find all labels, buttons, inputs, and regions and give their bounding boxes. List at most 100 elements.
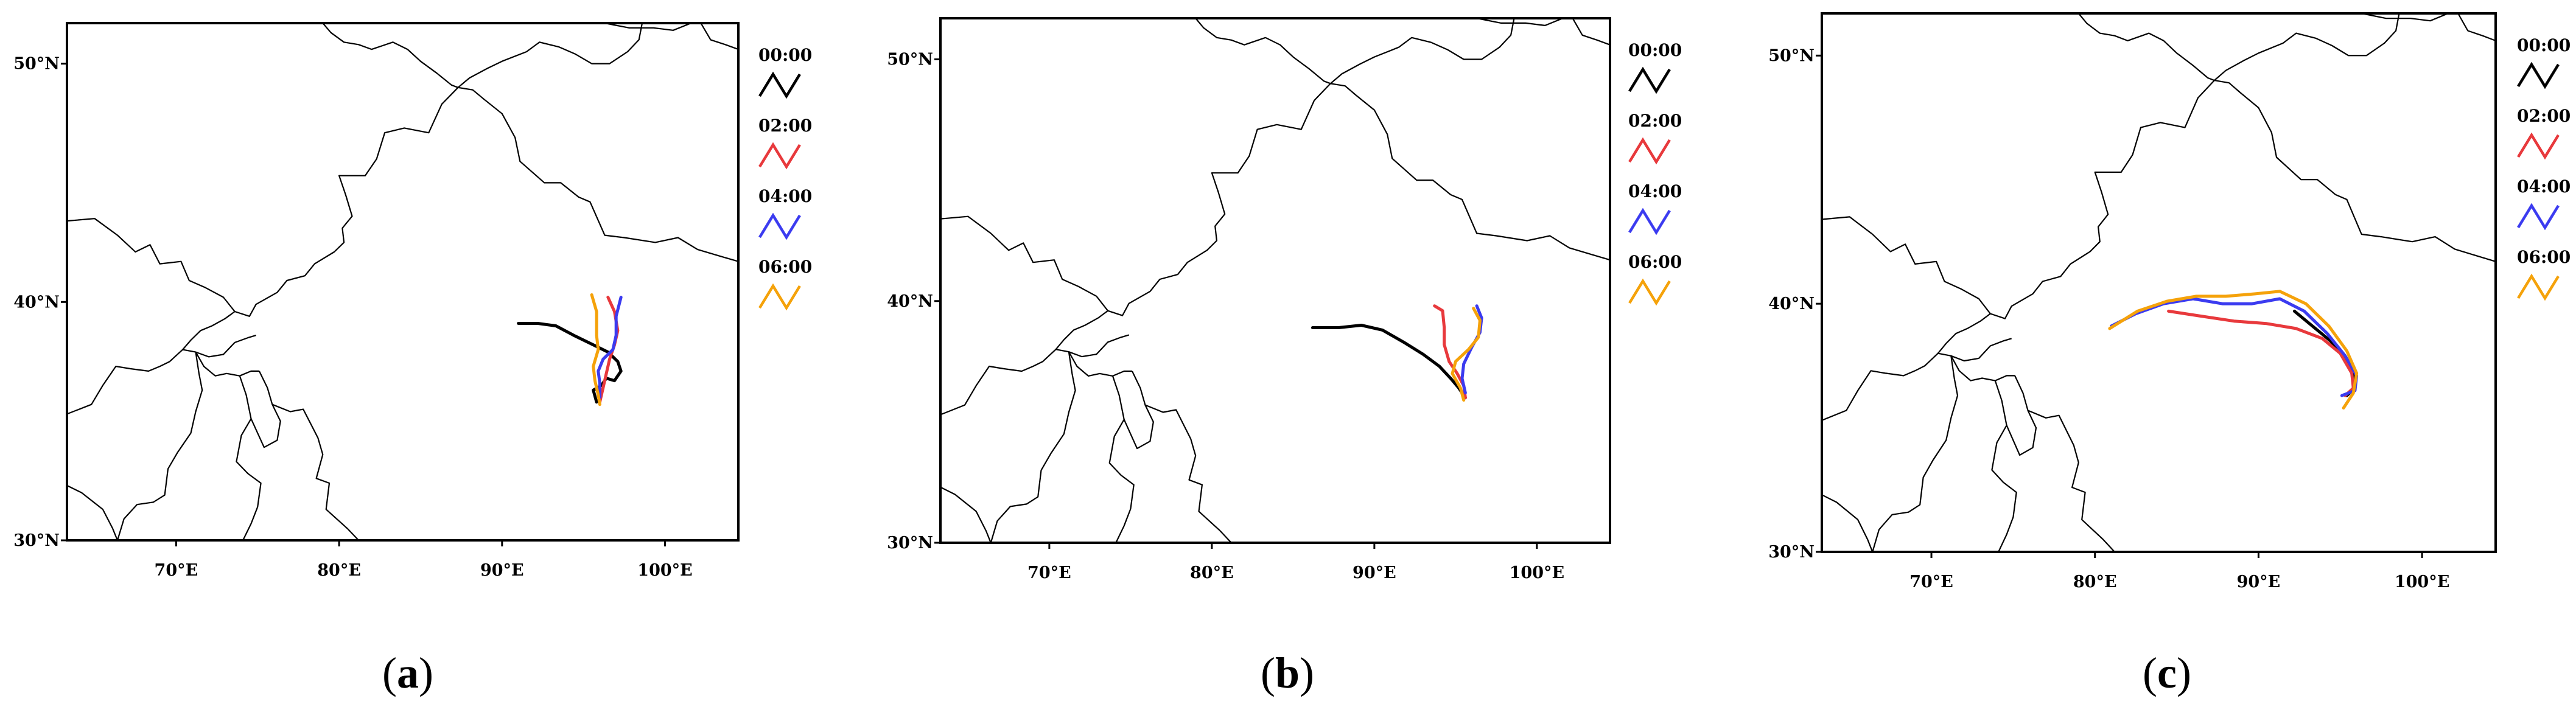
panel-caption: (a) [382,649,433,697]
lat-tick-label: 30°N [887,534,933,552]
lon-tick-label: 100°E [1510,563,1564,582]
legend-swatch [758,142,801,170]
panel-a: 70°E 80°E 90°E 100°E30°N40°N50°N 00:0002:000… [13,22,812,697]
panel-caption-letter: b [1275,649,1300,697]
lat-tick-label: 50°N [1768,46,1815,65]
country-border [1055,310,1108,350]
lat-tick-label: 40°N [1768,295,1815,313]
lon-tick-label: 70°E [1027,563,1071,582]
panel-caption-letter: a [397,649,419,697]
lon-tick-label: 70°E [1909,573,1953,591]
legend: 00:00 02:00 04:00 06:00 [758,45,812,311]
country-border [604,23,691,31]
country-border [250,404,281,448]
country-border [1822,352,2015,421]
country-border [258,371,359,540]
country-border [940,486,992,543]
country-border [67,86,738,317]
lat-tick-label: 50°N [13,55,60,74]
panel-caption-letter: c [2157,649,2177,697]
country-border [2361,13,2449,22]
country-border [1950,338,2012,362]
panel-c: 70°E 80°E 90°E 100°E 30°N 40°N 50°N 00:00 02:00 0… [1768,12,2571,697]
panel-caption: (c) [2143,649,2191,697]
country-border [195,335,256,358]
lon-tick-label: 80°E [2073,573,2117,591]
country-border [116,352,203,540]
country-border [1195,18,1331,85]
lon-tick-label: 80°E [1190,563,1234,582]
country-border [1068,334,1130,358]
legend-time-label: 02:00 [1628,111,1682,131]
country-border [1872,355,1959,552]
country-border [1572,18,1610,46]
map-content [940,18,1610,543]
country-border [1822,80,2496,319]
country-border [2457,13,2496,41]
country-border [1123,405,1154,450]
country-border [67,484,119,540]
legend-swatch [2517,132,2560,160]
lon-tick-label: 100°E [637,561,692,580]
trajectory-0400 [597,296,623,399]
country-border [322,23,458,88]
country-border [990,352,1076,543]
trajectory-0000 [517,322,623,404]
country-border [1822,494,1874,552]
legend: 00:00 02:00 04:00 06:00 [1628,40,1682,306]
lat-tick-label: 30°N [1768,543,1815,562]
lat-tick-label: 30°N [13,531,60,550]
country-border [1937,313,1991,354]
trajectory-0600 [1451,307,1482,402]
map-frame [66,22,740,542]
country-border [2077,13,2215,82]
legend-time-label: 04:00 [1628,181,1682,201]
legend-swatch [2517,203,2560,231]
trajectory-0600 [590,293,601,406]
lon-tick-label: 90°E [1353,563,1396,582]
legend: 00:00 02:00 04:00 06:00 [2517,35,2571,301]
legend-time-label: 04:00 [758,186,812,206]
map-frame [939,17,1611,544]
legend-time-label: 02:00 [758,116,812,136]
country-border [2006,410,2037,456]
legend-time-label: 02:00 [2517,106,2571,126]
country-border [67,349,259,415]
country-border [1108,375,1135,543]
legend-swatch [758,283,801,311]
lon-tick-label: 90°E [2237,573,2281,591]
country-border [940,83,1610,316]
trajectory-0000 [1311,324,1467,400]
legend-swatch [1628,66,1671,94]
panel-b: 70°E 80°E 90°E 100°E30°N40°N50°N 00:0002:000… [887,17,1682,697]
legend-swatch [2517,273,2560,301]
legend-time-label: 00:00 [1628,40,1682,60]
lat-tick-label: 50°N [887,51,933,69]
country-border [1330,18,1515,85]
map-content [1822,13,2496,552]
legend-time-label: 06:00 [1628,252,1682,272]
lon-tick-label: 70°E [155,561,198,580]
country-border [700,23,738,51]
country-border [1132,371,1232,543]
legend-swatch [758,212,801,240]
legend-swatch [758,71,801,99]
lon-tick-label: 100°E [2395,573,2449,591]
lat-tick-label: 40°N [887,292,933,311]
legend-time-label: 00:00 [758,45,812,65]
legend-time-label: 06:00 [758,257,812,277]
trajectory-0600 [2108,290,2359,410]
legend-time-label: 00:00 [2517,35,2571,55]
lon-tick-label: 80°E [317,561,361,580]
lat-tick-label: 40°N [13,293,60,312]
country-border [940,349,1132,416]
panel-caption: (b) [1261,649,1314,697]
country-border [1476,18,1564,27]
country-border [182,311,236,350]
legend-swatch [2517,61,2560,89]
map-frame [1821,12,2497,553]
legend-time-label: 06:00 [2517,247,2571,267]
legend-swatch [1628,278,1671,306]
lon-tick-label: 90°E [480,561,524,580]
